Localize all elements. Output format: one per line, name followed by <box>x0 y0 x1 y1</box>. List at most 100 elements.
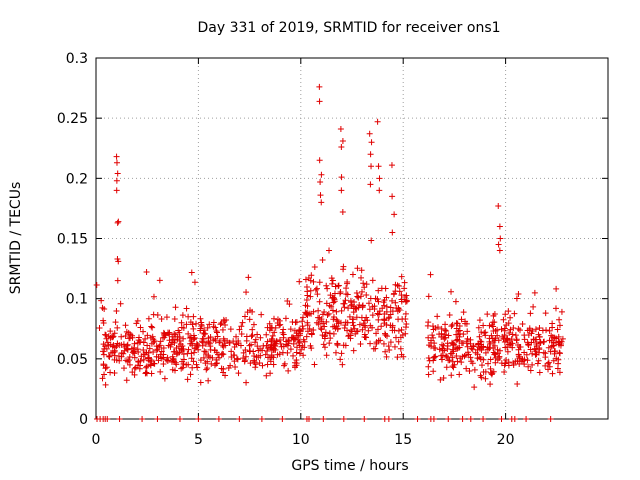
data-point <box>320 416 327 422</box>
data-point <box>227 326 234 333</box>
data-point <box>524 357 531 364</box>
data-point <box>270 315 277 322</box>
data-point <box>279 329 286 336</box>
data-point <box>452 298 459 305</box>
data-point <box>555 360 562 367</box>
data-point <box>256 359 263 366</box>
data-point <box>365 327 372 334</box>
data-point <box>111 347 118 354</box>
data-point <box>477 372 484 379</box>
data-point <box>140 356 147 363</box>
data-point <box>556 316 563 323</box>
data-point <box>329 280 336 287</box>
data-point <box>258 311 265 318</box>
data-point <box>509 340 516 347</box>
data-point <box>443 364 450 371</box>
data-point <box>414 416 421 422</box>
data-point <box>133 320 140 327</box>
data-point <box>502 344 509 351</box>
data-point <box>222 342 229 349</box>
data-point <box>449 321 456 328</box>
data-point <box>395 305 402 312</box>
data-point <box>124 346 131 353</box>
data-point <box>116 416 123 422</box>
data-point <box>248 341 255 348</box>
data-point <box>530 303 537 310</box>
data-point <box>266 354 273 361</box>
data-point <box>303 333 310 340</box>
data-point <box>392 288 399 295</box>
data-point <box>458 359 465 366</box>
data-point <box>246 342 253 349</box>
data-point <box>454 358 461 365</box>
data-point <box>425 354 432 361</box>
data-point <box>514 380 521 387</box>
y-tick-label: 0.15 <box>57 232 88 248</box>
data-point <box>179 358 186 365</box>
data-point <box>100 362 107 369</box>
data-point <box>185 313 192 320</box>
data-point <box>187 371 194 378</box>
data-point <box>508 336 515 343</box>
x-tick-label: 15 <box>394 432 412 448</box>
data-point <box>359 326 366 333</box>
data-point <box>509 331 516 338</box>
data-point <box>437 376 444 383</box>
data-point <box>330 330 337 337</box>
data-point <box>331 290 338 297</box>
data-point <box>212 324 219 331</box>
data-point <box>438 330 445 337</box>
data-point <box>258 416 265 422</box>
data-point <box>161 375 168 382</box>
data-point <box>198 322 205 329</box>
data-point <box>494 332 501 339</box>
data-point <box>459 416 466 422</box>
data-point <box>114 277 121 284</box>
data-point <box>262 351 269 358</box>
data-point <box>157 338 164 345</box>
data-point <box>158 348 165 355</box>
data-point <box>456 327 463 334</box>
data-point <box>519 320 526 327</box>
data-point <box>240 349 247 356</box>
data-point <box>313 285 320 292</box>
data-point <box>267 358 274 365</box>
data-point <box>456 344 463 351</box>
data-point <box>383 321 390 328</box>
data-point <box>389 229 396 236</box>
data-point <box>381 317 388 324</box>
data-point <box>227 362 234 369</box>
data-point <box>326 340 333 347</box>
data-point <box>195 416 202 422</box>
data-point <box>203 366 210 373</box>
data-point <box>191 279 198 286</box>
data-point <box>204 358 211 365</box>
data-point <box>264 324 271 331</box>
data-point <box>529 328 536 335</box>
data-point <box>188 350 195 357</box>
data-point <box>369 312 376 319</box>
data-point <box>358 288 365 295</box>
data-point <box>169 339 176 346</box>
data-point <box>387 311 394 318</box>
data-point <box>382 348 389 355</box>
data-point <box>248 333 255 340</box>
data-point <box>150 360 157 367</box>
data-point <box>507 326 514 333</box>
data-point <box>556 350 563 357</box>
data-point <box>100 341 107 348</box>
data-point <box>511 416 518 422</box>
data-point <box>307 287 314 294</box>
data-point <box>347 335 354 342</box>
data-point <box>463 365 470 372</box>
data-point <box>367 151 374 158</box>
data-point <box>160 344 167 351</box>
data-point <box>545 359 552 366</box>
data-point <box>439 341 446 348</box>
data-point <box>241 313 248 320</box>
data-point <box>403 298 410 305</box>
data-point <box>495 337 502 344</box>
data-point <box>506 330 513 337</box>
data-point <box>374 118 381 125</box>
data-point <box>183 321 190 328</box>
